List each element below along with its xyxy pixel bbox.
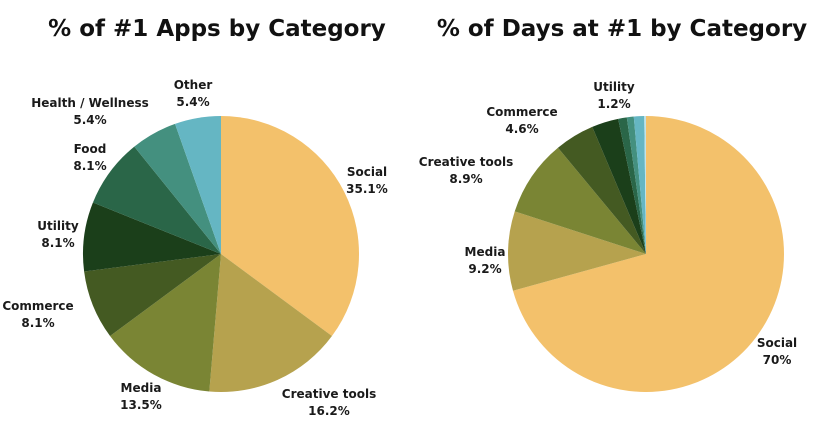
label-utility-value: 1.2% (597, 97, 630, 111)
label-utility-name: Utility (593, 80, 635, 94)
pie-slice-other (626, 116, 646, 254)
label-utility-name: Utility (37, 219, 79, 233)
pie-2-labels: Social 70% Media 9.2% Creative tools 8.9… (419, 80, 797, 367)
pie-slice-utility (83, 202, 222, 272)
label-media-value: 9.2% (468, 262, 501, 276)
label-social-name: Social (757, 336, 797, 350)
pie-slice-health-wellness (618, 117, 646, 254)
label-commerce-value: 4.6% (505, 122, 538, 136)
label-food-name: Food (74, 142, 107, 156)
label-other-value: 5.4% (176, 95, 209, 109)
pie-slice-social (221, 116, 359, 337)
label-creative-tools-value: 8.9% (449, 172, 482, 186)
pie-slice-commerce (84, 254, 222, 337)
label-commerce-value: 8.1% (21, 316, 54, 330)
pie-slice-media (507, 211, 646, 291)
label-creative-tools-name: Creative tools (419, 155, 513, 169)
label-media-name: Media (465, 245, 506, 259)
label-social-value: 35.1% (346, 182, 388, 196)
chart-1-title: % of #1 Apps by Category (48, 16, 386, 42)
label-commerce-name: Commerce (2, 299, 73, 313)
pie-chart-days (507, 115, 785, 392)
chart-2-title: % of Days at #1 by Category (437, 16, 807, 42)
pie-slice-other (175, 116, 221, 254)
pie-slice-unlabeled (644, 115, 646, 255)
label-social-value: 70% (763, 353, 792, 367)
label-creative-tools-value: 16.2% (308, 404, 350, 418)
label-other-name: Other (174, 78, 213, 92)
pie-slice-creative-tools (514, 147, 646, 254)
pie-slice-media (110, 254, 221, 392)
label-media-name: Media (121, 381, 162, 395)
pie-slice-food (592, 118, 646, 254)
label-social-name: Social (347, 165, 387, 179)
pie-1-labels: Social 35.1% Creative tools 16.2% Media … (2, 78, 388, 418)
label-commerce-name: Commerce (486, 105, 557, 119)
pie-slice-health-wellness (134, 123, 221, 254)
pie-slice-commerce (557, 126, 646, 254)
pie-slice-creative-tools (209, 254, 332, 392)
label-food-value: 8.1% (73, 159, 106, 173)
pie-slice-food (92, 146, 221, 254)
pie-chart-apps (83, 116, 359, 392)
label-utility-value: 8.1% (41, 236, 74, 250)
label-health-wellness-value: 5.4% (73, 113, 106, 127)
pie-slice-social (512, 116, 785, 392)
label-health-wellness-name: Health / Wellness (31, 96, 149, 110)
pie-slice-utility (633, 116, 646, 254)
label-media-value: 13.5% (120, 398, 162, 412)
label-creative-tools-name: Creative tools (282, 387, 376, 401)
